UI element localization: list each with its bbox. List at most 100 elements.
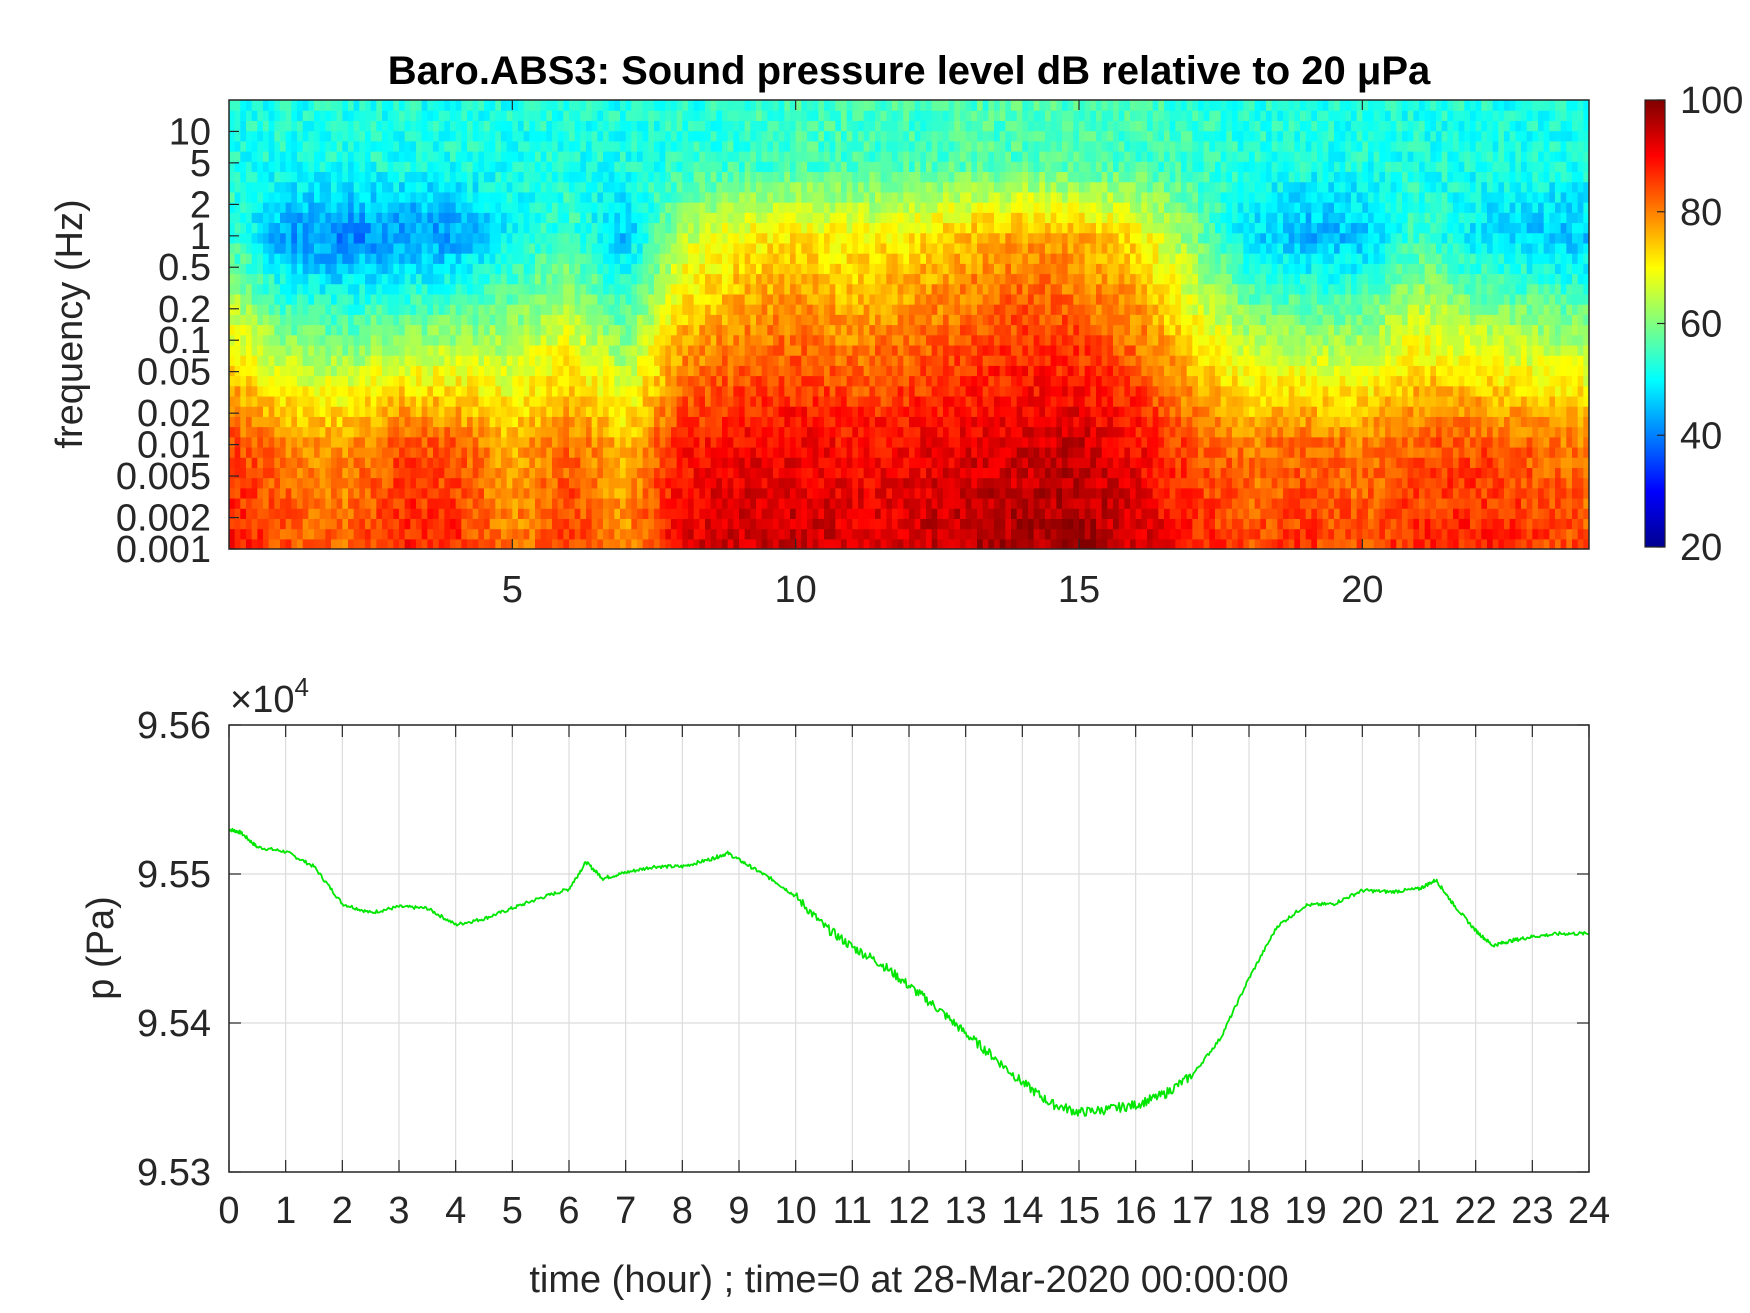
heatmap-cell — [229, 151, 236, 162]
heatmap-cell — [336, 518, 343, 530]
heatmap-cell — [285, 334, 292, 346]
heatmap-cell — [342, 457, 349, 468]
heatmap-cell — [829, 191, 836, 203]
heatmap-cell — [450, 446, 457, 458]
heatmap-cell — [387, 151, 394, 162]
heatmap-cell — [699, 538, 706, 549]
heatmap-cell — [478, 375, 485, 387]
heatmap-cell — [404, 375, 411, 387]
heatmap-cell — [467, 436, 474, 448]
heatmap-cell — [404, 406, 411, 417]
heatmap-cell — [801, 508, 808, 519]
heatmap-cell — [444, 406, 451, 417]
heatmap-cell — [331, 191, 338, 203]
heatmap-cell — [733, 232, 740, 244]
heatmap-cell — [784, 304, 791, 315]
heatmap-cell — [404, 304, 411, 315]
heatmap-cell — [637, 242, 644, 254]
heatmap-cell — [625, 324, 632, 336]
heatmap-cell — [801, 181, 808, 193]
heatmap-cell — [302, 242, 309, 254]
heatmap-cell — [455, 304, 462, 315]
heatmap-cell — [438, 508, 445, 519]
heatmap-cell — [540, 416, 547, 428]
heatmap-cell — [348, 497, 355, 509]
heatmap-cell — [546, 130, 553, 142]
heatmap-cell — [393, 181, 400, 193]
heatmap-cell — [676, 304, 683, 315]
heatmap-cell — [761, 487, 768, 499]
heatmap-cell — [518, 355, 525, 366]
heatmap-cell — [642, 446, 649, 458]
heatmap-cell — [574, 508, 581, 519]
heatmap-cell — [529, 100, 536, 111]
heatmap-cell — [676, 232, 683, 244]
heatmap-cell — [631, 130, 638, 142]
heatmap-cell — [410, 324, 417, 336]
heatmap-cell — [631, 446, 638, 458]
heatmap-cell — [756, 171, 763, 183]
heatmap-cell — [302, 110, 309, 122]
heatmap-cell — [563, 263, 570, 275]
heatmap-cell — [750, 487, 757, 499]
heatmap-cell — [767, 273, 774, 285]
heatmap-cell — [722, 385, 729, 397]
heatmap-cell — [863, 324, 870, 336]
heatmap-cell — [722, 538, 729, 549]
heatmap-cell — [274, 263, 281, 275]
heatmap-cell — [552, 497, 559, 509]
heatmap-cell — [852, 477, 859, 489]
heatmap-cell — [285, 191, 292, 203]
heatmap-cell — [676, 395, 683, 407]
heatmap-cell — [563, 446, 570, 458]
heatmap-cell — [478, 446, 485, 458]
heatmap-cell — [291, 130, 298, 142]
heatmap-cell — [472, 202, 479, 213]
heatmap-cell — [308, 365, 315, 377]
heatmap-cell — [370, 467, 377, 479]
heatmap-cell — [733, 365, 740, 377]
heatmap-cell — [710, 222, 717, 234]
heatmap-cell — [535, 426, 542, 438]
heatmap-cell — [756, 100, 763, 111]
heatmap-cell — [637, 222, 644, 234]
heatmap-cell — [263, 406, 270, 417]
heatmap-cell — [716, 171, 723, 183]
heatmap-cell — [353, 416, 360, 428]
heatmap-cell — [835, 497, 842, 509]
heatmap-cell — [659, 385, 666, 397]
heatmap-cell — [336, 324, 343, 336]
heatmap-cell — [336, 497, 343, 509]
heatmap-cell — [659, 365, 666, 377]
heatmap-cell — [790, 406, 797, 417]
heatmap-cell — [399, 355, 406, 366]
heatmap-cell — [756, 487, 763, 499]
heatmap-cell — [478, 477, 485, 489]
heatmap-cell — [580, 253, 587, 264]
heatmap-cell — [608, 212, 615, 224]
heatmap-cell — [682, 273, 689, 285]
heatmap-cell — [365, 263, 372, 275]
heatmap-cell — [257, 436, 264, 448]
heatmap-cell — [756, 263, 763, 275]
heatmap-cell — [308, 446, 315, 458]
heatmap-cell — [308, 304, 315, 315]
heatmap-cell — [291, 375, 298, 387]
heatmap-cell — [552, 375, 559, 387]
heatmap-cell — [557, 171, 564, 183]
heatmap-cell — [297, 436, 304, 448]
heatmap-cell — [370, 232, 377, 244]
heatmap-cell — [654, 110, 661, 122]
heatmap-cell — [563, 222, 570, 234]
heatmap-cell — [529, 538, 536, 549]
heatmap-cell — [540, 283, 547, 295]
heatmap-cell — [331, 181, 338, 193]
heatmap-cell — [744, 477, 751, 489]
heatmap-cell — [750, 375, 757, 387]
heatmap-cell — [699, 191, 706, 203]
heatmap-cell — [705, 446, 712, 458]
heatmap-cell — [331, 120, 338, 132]
heatmap-cell — [512, 314, 519, 326]
heatmap-cell — [506, 375, 513, 387]
heatmap-cell — [512, 304, 519, 315]
